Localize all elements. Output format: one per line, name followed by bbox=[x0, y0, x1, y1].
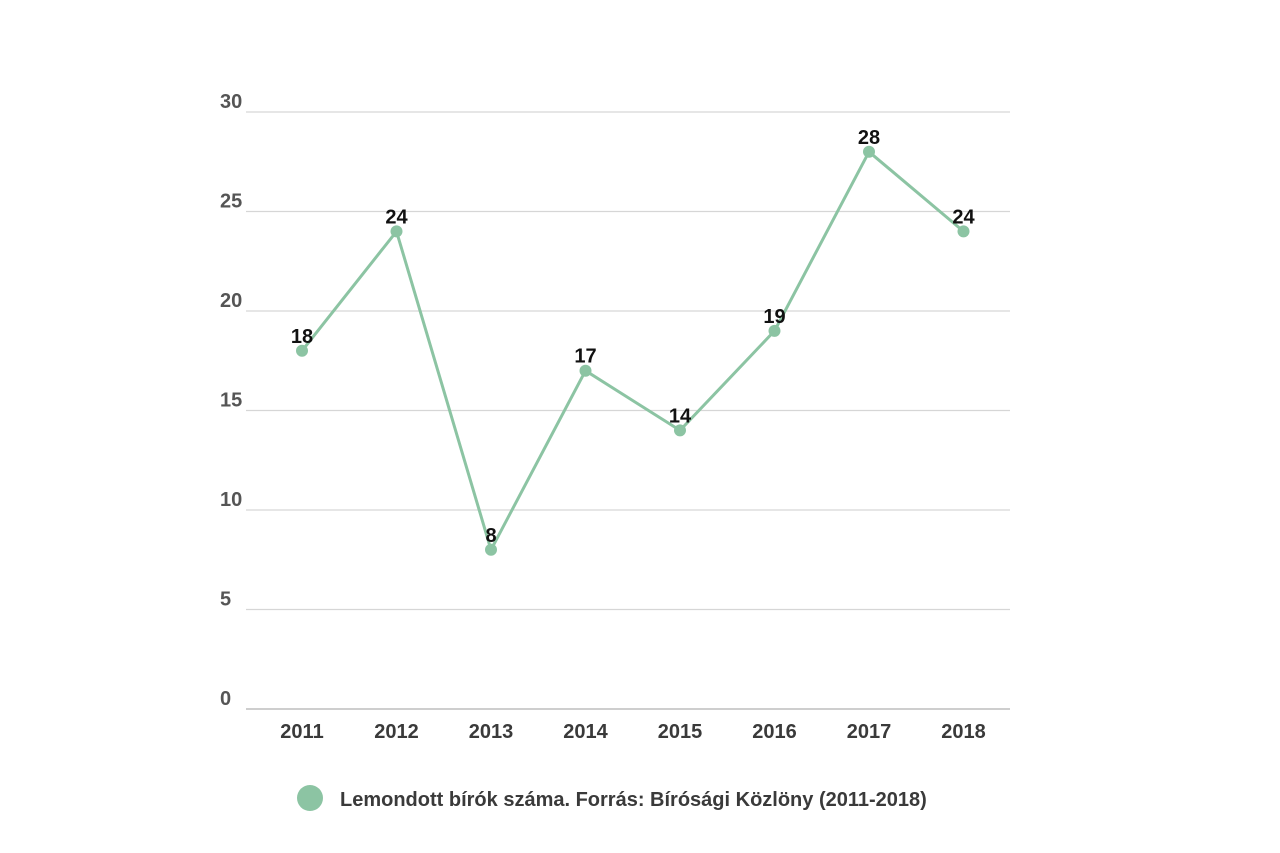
data-label: 19 bbox=[763, 306, 785, 328]
data-label: 14 bbox=[669, 405, 692, 427]
data-label: 18 bbox=[291, 326, 313, 348]
y-tick-label: 15 bbox=[220, 390, 242, 412]
x-tick-label: 2013 bbox=[469, 721, 514, 743]
series: 18 24 8 17 14 19 28 24 bbox=[291, 127, 975, 556]
y-tick-label: 10 bbox=[220, 489, 242, 511]
data-point bbox=[390, 225, 403, 238]
y-tick-label: 0 bbox=[220, 688, 231, 710]
x-tick-label: 2018 bbox=[941, 721, 986, 743]
x-tick-label: 2014 bbox=[563, 721, 608, 743]
y-axis: 0 5 10 15 20 25 30 bbox=[220, 91, 242, 710]
x-tick-label: 2011 bbox=[280, 721, 323, 743]
data-point bbox=[768, 324, 781, 337]
data-label: 24 bbox=[952, 206, 975, 228]
x-axis: 2011 2012 2013 2014 2015 2016 2017 2018 bbox=[280, 721, 985, 743]
legend-label: Lemondott bírók száma. Forrás: Bírósági … bbox=[340, 789, 927, 811]
data-point bbox=[957, 225, 970, 238]
x-tick-label: 2017 bbox=[847, 721, 892, 743]
x-tick-label: 2016 bbox=[752, 721, 797, 743]
data-label: 24 bbox=[385, 206, 408, 228]
data-point bbox=[485, 543, 497, 556]
data-point bbox=[579, 364, 592, 377]
y-tick-label: 25 bbox=[220, 191, 242, 213]
data-point bbox=[296, 344, 308, 357]
series-line bbox=[300, 150, 965, 552]
data-label: 8 bbox=[485, 525, 496, 547]
y-tick-label: 5 bbox=[220, 589, 231, 611]
legend: Lemondott bírók száma. Forrás: Bírósági … bbox=[297, 785, 927, 811]
gridlines bbox=[246, 111, 1010, 710]
x-tick-label: 2012 bbox=[374, 721, 419, 743]
data-label: 17 bbox=[574, 346, 596, 368]
y-tick-label: 30 bbox=[220, 91, 242, 113]
data-label: 28 bbox=[858, 127, 880, 149]
data-point bbox=[863, 145, 875, 158]
y-tick-label: 20 bbox=[220, 290, 242, 312]
x-tick-label: 2015 bbox=[658, 721, 703, 743]
data-point bbox=[674, 424, 686, 437]
legend-swatch bbox=[297, 785, 323, 811]
